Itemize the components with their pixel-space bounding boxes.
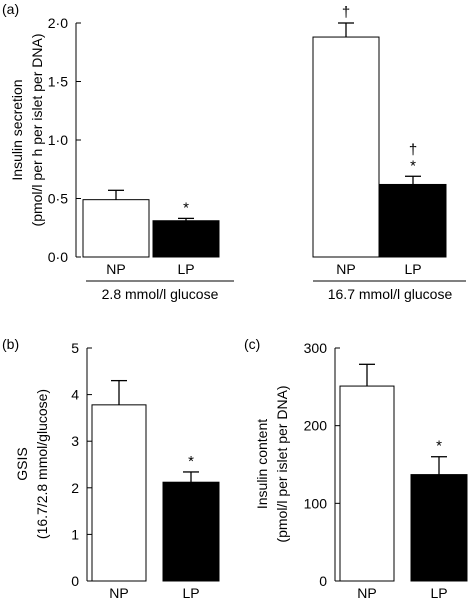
x-label-lp: LP	[182, 585, 199, 601]
panel-a-x-labels: NP LP NP LP 2.8 mmol/l glucose 16.7 mmol/l gl…	[86, 261, 466, 302]
bar	[152, 220, 220, 258]
panel-a-bars: *††*	[82, 4, 447, 258]
y-tick-label: 1	[71, 526, 79, 542]
panel-b-y-axis: 0 1 2 3 4 5	[71, 340, 92, 589]
panel-b-ylabel: GSIS (16.7/2.8 mmol/glucose)	[14, 389, 50, 539]
y-tick-label: 4	[71, 387, 79, 403]
bar	[91, 404, 147, 582]
y-tick-label: 5	[71, 340, 79, 356]
x-label-np: NP	[336, 261, 355, 277]
bar	[162, 481, 220, 582]
significance-dagger: †	[409, 141, 417, 158]
significance-dagger: †	[342, 4, 350, 21]
significance-asterisk: *	[410, 157, 416, 174]
bar	[410, 474, 468, 582]
significance-asterisk: *	[188, 453, 194, 470]
group-label: 16.7 mmol/l glucose	[328, 286, 453, 302]
panel-c-y-axis: 0 100 200 300	[304, 340, 340, 589]
bar	[82, 199, 150, 258]
x-label-np: NP	[109, 585, 128, 601]
panel-c-ylabel-line2: (pmol/l per islet per DNA)	[274, 385, 290, 542]
y-tick-label: 1·5	[48, 74, 68, 90]
x-label-lp: LP	[430, 585, 447, 601]
significance-asterisk: *	[436, 438, 442, 455]
y-tick-label: 100	[304, 495, 328, 511]
y-tick-label: 0	[71, 573, 79, 589]
significance-asterisk: *	[183, 199, 189, 216]
panel-a-y-axis: 0·0 0·5 1·0 1·5 2·0	[48, 15, 81, 265]
x-label-lp: LP	[404, 261, 421, 277]
x-label-np: NP	[106, 261, 125, 277]
panel-b-ylabel-line2: (16.7/2.8 mmol/glucose)	[34, 389, 50, 539]
x-label-lp: LP	[177, 261, 194, 277]
y-tick-label: 1·0	[48, 132, 68, 148]
y-tick-label: 0·0	[48, 249, 68, 265]
panel-b-label: (b)	[2, 336, 19, 352]
panel-a: (a) Insulin secretion (pmol/l per h per …	[2, 1, 466, 302]
y-tick-label: 0·5	[48, 191, 68, 207]
panel-c: (c) Insulin content (pmol/l per islet pe…	[244, 336, 468, 601]
bar	[339, 385, 395, 582]
bar	[312, 36, 380, 258]
y-tick-label: 200	[304, 418, 328, 434]
panel-b-bars: NP * LP	[91, 379, 220, 601]
panel-c-ylabel-line1: Insulin content	[254, 419, 270, 509]
y-tick-label: 0	[319, 573, 327, 589]
panel-a-ylabel-line2: (pmol/l per h per islet per DNA)	[29, 34, 45, 227]
y-tick-label: 3	[71, 433, 79, 449]
panel-b-ylabel-line1: GSIS	[14, 447, 30, 480]
panel-a-ylabel: Insulin secretion (pmol/l per h per isle…	[9, 34, 45, 227]
panel-b: (b) GSIS (16.7/2.8 mmol/glucose) 012345 …	[2, 336, 220, 601]
panel-c-label: (c)	[244, 336, 260, 352]
group-label: 2.8 mmol/l glucose	[102, 286, 219, 302]
y-tick-label: 300	[304, 340, 328, 356]
x-label-np: NP	[357, 585, 376, 601]
panel-a-label: (a)	[2, 1, 19, 17]
panel-c-bars: NP * LP	[339, 363, 468, 601]
panel-c-ylabel: Insulin content (pmol/l per islet per DN…	[254, 385, 290, 542]
y-tick-label: 2·0	[48, 15, 68, 31]
bar	[379, 183, 447, 258]
y-tick-label: 2	[71, 480, 79, 496]
panel-a-ylabel-line1: Insulin secretion	[9, 79, 25, 180]
